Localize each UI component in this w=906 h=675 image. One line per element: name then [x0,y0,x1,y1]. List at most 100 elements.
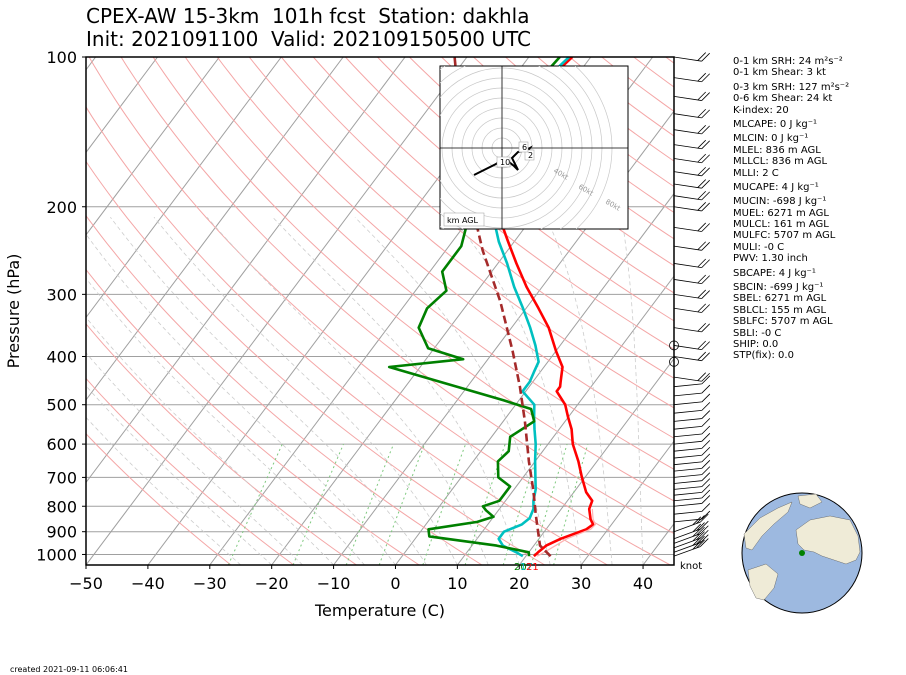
barb-flag [701,495,711,504]
calm-wind-circle [669,356,679,367]
dry-adiabat [86,160,546,565]
dry-adiabat [184,57,674,470]
wind-barb [673,484,711,496]
barb-shaft [673,195,702,201]
barb-shaft [673,356,702,362]
x-tick-label: −10 [317,574,351,593]
barb-flag [700,525,709,535]
barb-shaft [673,392,702,397]
index-row: K-index: 20 [733,104,789,116]
barb-flag [701,223,710,232]
wind-barb [673,489,711,502]
wind-barb [673,372,710,382]
index-row: MLCAPE: 0 J kg⁻¹ [733,118,818,130]
barb-flag [697,322,707,332]
y-tick-label: 600 [46,435,77,454]
barb-flag [701,418,711,427]
barb-shaft [673,537,701,549]
barb-flag [701,484,711,493]
wind-barb [673,453,711,466]
wind-barb [673,124,710,135]
isotherm [86,57,468,565]
barb-flag [701,453,711,463]
hodograph-panel [439,65,629,230]
barb-flag [701,125,710,135]
y-tick-label: 100 [46,48,77,67]
barb-shaft [673,327,702,333]
barb-flag [700,538,709,547]
x-tick-label: 20 [509,574,529,593]
barb-flag [700,520,709,530]
y-tick-label: 500 [46,396,77,415]
barb-shaft [673,454,702,459]
barb-flag [701,154,710,164]
index-row: MLCIN: 0 J kg⁻¹ [733,133,809,145]
barb-flag [697,72,707,82]
index-row: 0-6 km Shear: 24 kt [733,93,833,105]
barb-shaft [673,263,702,269]
barb-flag [697,166,707,176]
wind-barb [673,274,710,285]
barb-flag [700,513,709,523]
barb-flag [701,410,711,419]
barb-shaft [673,425,702,430]
barb-flag [697,351,707,361]
barb-flag [696,535,705,545]
barb-flag [701,179,710,189]
index-row: MLLCL: 836 m AGL [733,156,828,168]
wind-barb [673,52,710,62]
mixing-ratio-line [292,443,344,565]
barb-flag [701,472,711,481]
barb-flag [701,259,710,268]
wind-barb [673,525,709,544]
temperature-parcel-shade-profile [536,508,597,557]
isotherm [395,192,674,565]
index-row: 0-1 km SRH: 24 m²s⁻² [733,56,843,67]
wind-barb [673,472,711,484]
moist-adiabat [272,217,520,565]
barb-flag [697,124,707,134]
barb-flag [697,340,707,350]
barb-shaft [673,226,702,232]
barb-shaft [673,418,702,422]
barb-shaft [673,503,702,507]
moist-adiabat [86,352,303,565]
index-row: PWV: 1.30 inch [733,253,808,265]
barb-flag [697,52,707,61]
index-row: SBLI: -0 C [733,327,782,339]
barb-shaft [673,533,701,544]
mixing-ratio-line [227,443,283,565]
wind-barb [673,139,710,150]
y-tick-label: 900 [46,523,77,542]
y-tick-label: 800 [46,497,77,516]
wind-barb [673,410,711,422]
created-timestamp: created 2021-09-11 06:06:41 [10,665,128,674]
index-row: MUCIN: -698 J kg⁻¹ [733,196,827,208]
barb-shaft [673,129,702,135]
parcel-path-profile [453,57,552,558]
y-tick-label: 400 [46,348,77,367]
calm-wind-circle [669,340,679,351]
dry-adiabat [86,433,232,565]
barb-flag [701,290,710,299]
wind-barb [673,351,710,362]
x-tick-label: −50 [69,574,103,593]
barb-flag [701,323,710,333]
barb-flag [701,393,711,403]
wind-barb [673,153,710,164]
barb-shaft [673,95,702,101]
index-row: STP(fix): 0.0 [733,350,794,362]
wind-barb [673,534,709,553]
barb-shaft [673,528,701,540]
y-tick-label: 300 [46,285,77,304]
mixing-ratio-line [530,443,568,565]
wind-barb [673,258,710,269]
globe-land-americas [743,501,793,551]
index-row: MULCL: 161 m AGL [733,219,829,231]
mixing-ratio-line [345,443,395,565]
index-row: MULFC: 5707 m AGL [733,230,836,242]
barb-flag [701,92,710,101]
isotherm [86,57,282,319]
barb-flag [701,52,710,62]
barb-flag [697,190,707,200]
